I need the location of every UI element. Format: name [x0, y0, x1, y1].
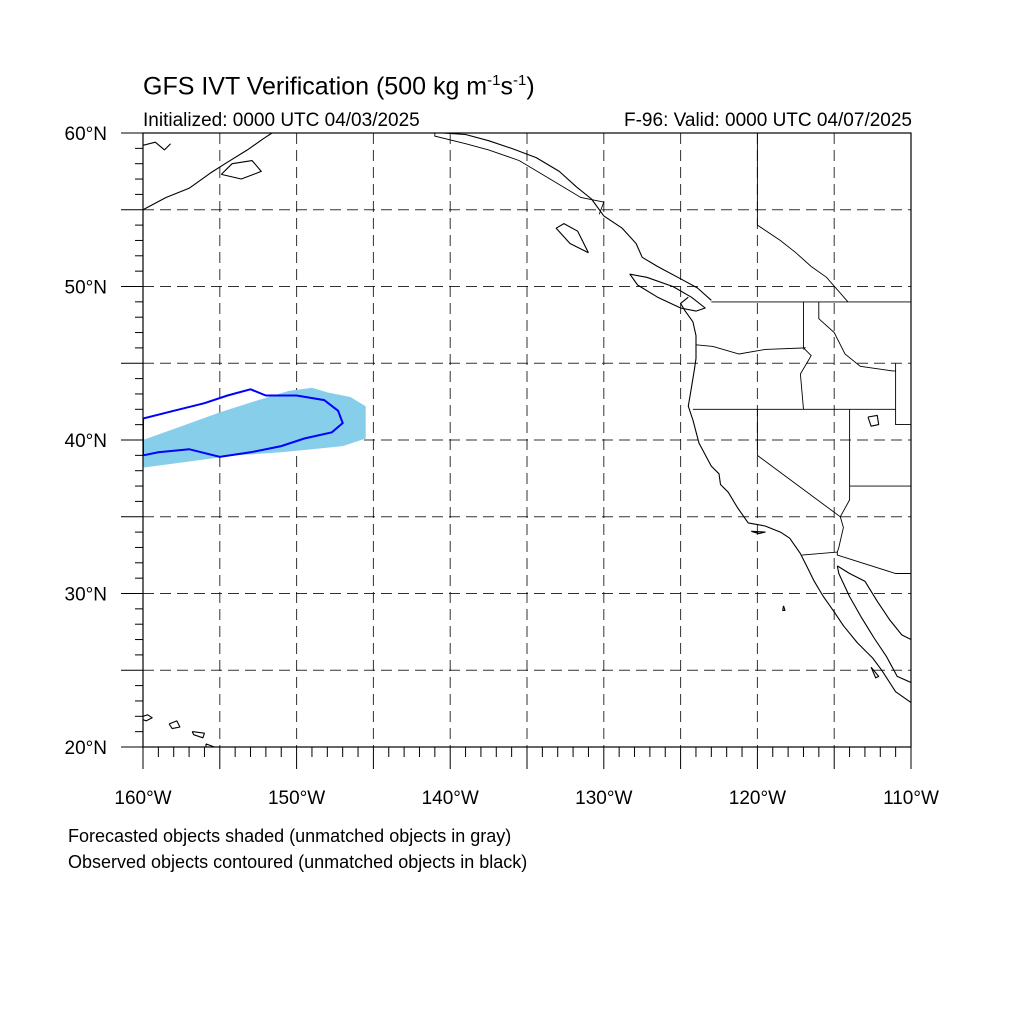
legend-forecast-note: Forecasted objects shaded (unmatched obj… — [68, 826, 512, 846]
initialized-time: Initialized: 0000 UTC 04/03/2025 — [143, 110, 420, 131]
coastline-kodiak — [220, 160, 262, 180]
coastline-alaska-west-top — [143, 141, 171, 151]
coastline-bc-coast — [442, 133, 712, 301]
axis-labels: 60°N 50°N 40°N 30°N 20°N 160°W 150°W 140°W 130°W… — [65, 124, 939, 809]
coastline-hawaii-maui — [191, 731, 205, 739]
border-wy-id-mt — [895, 363, 911, 426]
lat-tick-label: 40°N — [65, 431, 107, 452]
coastline-guadalupe-island — [782, 605, 786, 611]
gridlines — [143, 133, 911, 747]
lon-tick-label: 160°W — [114, 788, 171, 809]
observed-ivt-contour — [143, 388, 344, 458]
coastline-mainland-mexico-coast — [837, 565, 911, 640]
coastline-haida-gwaii — [555, 223, 589, 254]
lon-tick-label: 140°W — [422, 788, 479, 809]
lat-tick-label: 60°N — [65, 124, 107, 145]
coastline-alaska-coast — [143, 133, 273, 211]
coastline-west-coast — [680, 296, 911, 703]
border-us-mexico — [801, 551, 911, 574]
lat-tick-label: 50°N — [65, 278, 107, 299]
coastline-hawaii-oahu — [168, 720, 181, 730]
political-borders — [434, 133, 911, 574]
lat-tick-label: 20°N — [65, 738, 107, 759]
border-wa-or — [695, 344, 807, 355]
border-us-canada-alaska — [434, 133, 605, 215]
legend-observed-note: Observed objects contoured (unmatched ob… — [68, 852, 528, 872]
coastline-baja-southern-islands — [870, 666, 880, 679]
valid-time: F-96: Valid: 0000 UTC 04/07/2025 — [624, 110, 912, 131]
coastlines — [143, 133, 911, 747]
coastline-baja-east-coast — [836, 565, 911, 684]
coastline-hawaii-niihau — [143, 714, 153, 722]
map-frame — [121, 132, 912, 769]
lat-tick-label: 30°N — [65, 585, 107, 606]
coastline-hawaii-big-island — [205, 743, 216, 747]
lon-tick-label: 110°W — [883, 788, 939, 809]
border-or-id — [799, 347, 812, 410]
lon-tick-label: 150°W — [268, 788, 325, 809]
lon-tick-label: 130°W — [575, 788, 632, 809]
ivt-objects — [143, 387, 366, 468]
border-canada-bc-alberta — [756, 133, 849, 303]
border-id-mt — [818, 301, 896, 372]
coastline-vancouver-island — [629, 273, 706, 312]
border-az-nv-ca — [836, 486, 851, 553]
map-title: GFS IVT Verification (500 kg m-1s-1) — [143, 72, 535, 101]
coastline-channel-islands — [751, 530, 766, 535]
forecast-ivt-object — [143, 387, 366, 468]
coastline-great-salt-lake — [867, 414, 880, 427]
lon-tick-label: 120°W — [729, 788, 786, 809]
border-ca-nv — [756, 409, 841, 518]
